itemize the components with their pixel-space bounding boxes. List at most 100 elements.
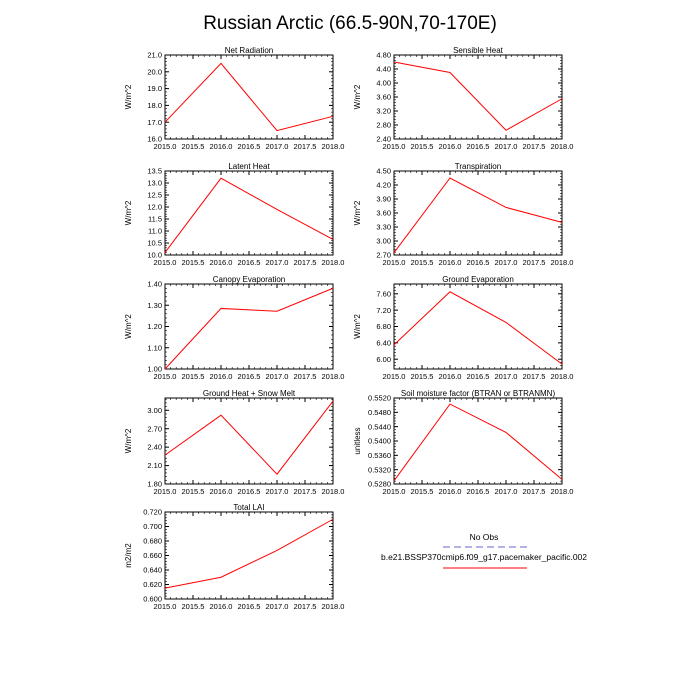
y-tick-label: 1.20	[147, 322, 162, 331]
y-tick-label: 2.70	[147, 424, 162, 433]
x-tick-label: 2015.0	[383, 487, 406, 496]
x-tick-label: 2015.0	[383, 258, 406, 267]
chart-panel: Latent Heat 2015.0 2015.5 2016.0 2016.5 2017.…	[124, 162, 344, 267]
y-axis-label: W/m^2	[124, 428, 133, 453]
series-line	[164, 400, 334, 475]
x-tick-label: 2015.5	[411, 487, 434, 496]
x-tick-label: 2016.5	[238, 142, 261, 151]
x-tick-label: 2017.0	[266, 602, 289, 611]
figure-title: Russian Arctic (66.5-90N,70-170E)	[203, 13, 497, 34]
x-tick-label: 2017.0	[266, 258, 289, 267]
y-tick-label: 10.5	[147, 239, 162, 248]
chart-panel: Soil moisture factor (BTRAN or BTRANMN) 2…	[353, 389, 573, 496]
y-tick-label: 6.40	[376, 338, 391, 347]
plot-frame	[393, 397, 563, 485]
series-line	[393, 403, 563, 482]
y-tick-label: 4.40	[376, 65, 391, 74]
x-tick-label: 2015.5	[182, 372, 205, 381]
y-tick-label: 10.0	[147, 251, 162, 260]
y-tick-label: 0.5440	[368, 422, 391, 431]
y-axis-label: W/m^2	[353, 314, 362, 339]
y-tick-label: 13.5	[147, 167, 162, 176]
legend-obs-label: No Obs	[470, 532, 499, 542]
x-tick-label: 2018.0	[551, 258, 574, 267]
x-tick-label: 2016.0	[439, 258, 462, 267]
y-axis-label: m2/m2	[124, 543, 133, 568]
y-tick-label: 0.5520	[368, 394, 391, 403]
x-tick-label: 2017.5	[294, 602, 317, 611]
legend: No Obs b.e21.BSSP370cmip6.f09_g17.pacema…	[381, 532, 587, 569]
x-tick-label: 2018.0	[551, 142, 574, 151]
y-axis-label: W/m^2	[124, 200, 133, 225]
x-tick-label: 2018.0	[551, 487, 574, 496]
y-tick-label: 0.5360	[368, 451, 391, 460]
panel-title: Soil moisture factor (BTRAN or BTRANMN)	[401, 389, 556, 398]
x-tick-label: 2016.5	[238, 258, 261, 267]
y-tick-label: 2.40	[376, 135, 391, 144]
y-tick-label: 1.10	[147, 343, 162, 352]
y-tick-label: 1.80	[147, 480, 162, 489]
panels: Net Radiation 2015.0 2015.5 2016.0 2016.5 201…	[124, 46, 573, 611]
x-tick-label: 2018.0	[322, 142, 345, 151]
x-tick-label: 2017.0	[266, 372, 289, 381]
y-axis-label: W/m^2	[124, 84, 133, 109]
y-tick-label: 18.0	[147, 101, 162, 110]
x-tick-label: 2015.5	[182, 142, 205, 151]
y-tick-label: 3.00	[376, 237, 391, 246]
y-tick-label: 1.00	[147, 365, 162, 374]
x-tick-label: 2016.0	[210, 142, 233, 151]
y-tick-label: 3.60	[376, 209, 391, 218]
plot-frame	[164, 170, 334, 256]
panel-title: Net Radiation	[225, 46, 273, 55]
y-tick-label: 0.5320	[368, 465, 391, 474]
y-tick-label: 4.00	[376, 79, 391, 88]
x-tick-label: 2016.5	[238, 372, 261, 381]
x-tick-label: 2018.0	[322, 258, 345, 267]
panel-title: Sensible Heat	[453, 46, 504, 55]
y-tick-label: 2.70	[376, 251, 391, 260]
x-tick-label: 2018.0	[322, 372, 345, 381]
y-tick-label: 0.700	[143, 522, 162, 531]
y-tick-label: 2.10	[147, 461, 162, 470]
y-tick-label: 12.0	[147, 203, 162, 212]
x-tick-label: 2017.5	[294, 142, 317, 151]
panel-title: Transpiration	[455, 162, 501, 171]
x-tick-label: 2016.5	[467, 487, 490, 496]
x-tick-label: 2015.0	[154, 602, 177, 611]
y-tick-label: 0.5480	[368, 408, 391, 417]
y-tick-label: 11.5	[148, 215, 162, 224]
y-tick-label: 17.0	[147, 118, 162, 127]
x-tick-label: 2016.0	[439, 142, 462, 151]
y-tick-label: 3.00	[147, 406, 162, 415]
y-tick-label: 1.40	[147, 280, 162, 289]
plot-frame	[393, 170, 563, 256]
chart-panel: Ground Evaporation 2015.0 2015.5 2016.0 2016…	[353, 275, 573, 381]
plot-frame	[164, 283, 334, 370]
x-tick-label: 2016.5	[467, 258, 490, 267]
chart-panel: Canopy Evaporation 2015.0 2015.5 2016.0 2016…	[124, 275, 344, 381]
y-tick-label: 4.80	[376, 51, 391, 60]
x-tick-label: 2016.5	[467, 142, 490, 151]
x-tick-label: 2015.5	[182, 258, 205, 267]
x-tick-label: 2016.0	[210, 487, 233, 496]
x-tick-label: 2015.0	[154, 487, 177, 496]
plot-frame	[393, 54, 563, 140]
x-tick-label: 2016.5	[238, 487, 261, 496]
x-tick-label: 2015.0	[383, 142, 406, 151]
y-tick-label: 11.0	[148, 227, 162, 236]
chart-panel: Transpiration 2015.0 2015.5 2016.0 2016.5 201…	[353, 162, 573, 267]
y-tick-label: 0.660	[143, 551, 162, 560]
y-tick-label: 0.5280	[368, 480, 391, 489]
x-tick-label: 2017.0	[266, 487, 289, 496]
x-tick-label: 2017.5	[294, 487, 317, 496]
x-tick-label: 2016.5	[238, 602, 261, 611]
y-tick-label: 4.50	[376, 167, 391, 176]
x-tick-label: 2015.5	[411, 142, 434, 151]
y-tick-label: 6.80	[376, 322, 391, 331]
x-tick-label: 2015.5	[182, 487, 205, 496]
panel-title: Ground Heat + Snow Melt	[203, 389, 296, 398]
y-tick-label: 0.720	[143, 508, 162, 517]
y-tick-label: 2.80	[376, 121, 391, 130]
plot-frame	[164, 511, 334, 600]
